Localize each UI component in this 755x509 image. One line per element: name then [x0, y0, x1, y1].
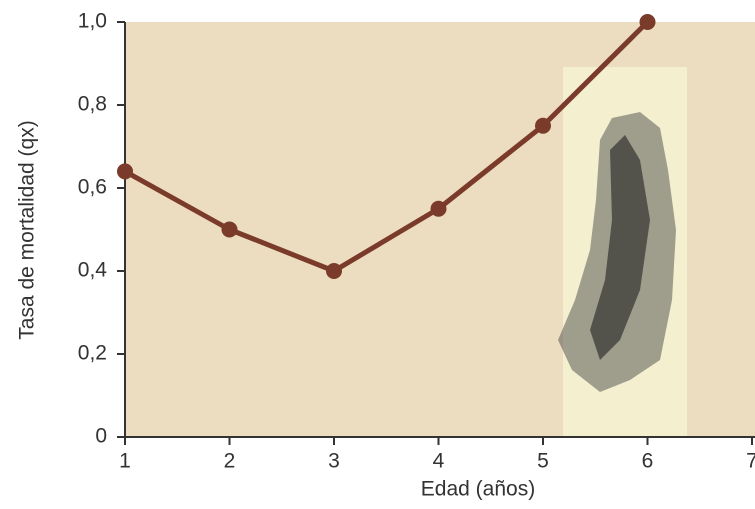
data-point: [117, 163, 133, 179]
y-tick-label: 0,6: [78, 176, 107, 199]
x-tick-label: 3: [328, 450, 340, 473]
x-tick-label: 4: [433, 450, 445, 473]
chart: Tasa de mortalidad (qx) Edad (años) 0 0,2…: [0, 0, 755, 504]
y-tick-label: 0,8: [78, 93, 107, 116]
data-point: [326, 263, 342, 279]
x-tick-label: 6: [642, 450, 654, 473]
y-tick-label: 0,2: [78, 342, 107, 365]
x-tick-label: 7: [746, 450, 755, 473]
data-point: [431, 201, 447, 217]
x-tick-label: 5: [537, 450, 549, 473]
y-tick-label: 0,4: [78, 259, 108, 282]
y-tick-label: 1,0: [78, 10, 107, 33]
data-point: [640, 14, 656, 30]
y-tick-label: 0: [95, 425, 107, 448]
x-axis-label: Edad (años): [421, 478, 535, 501]
y-axis-label: Tasa de mortalidad (qx): [16, 120, 39, 339]
x-tick-label: 1: [119, 450, 131, 473]
x-tick-label: 2: [224, 450, 236, 473]
data-point: [222, 222, 238, 238]
data-point: [535, 118, 551, 134]
